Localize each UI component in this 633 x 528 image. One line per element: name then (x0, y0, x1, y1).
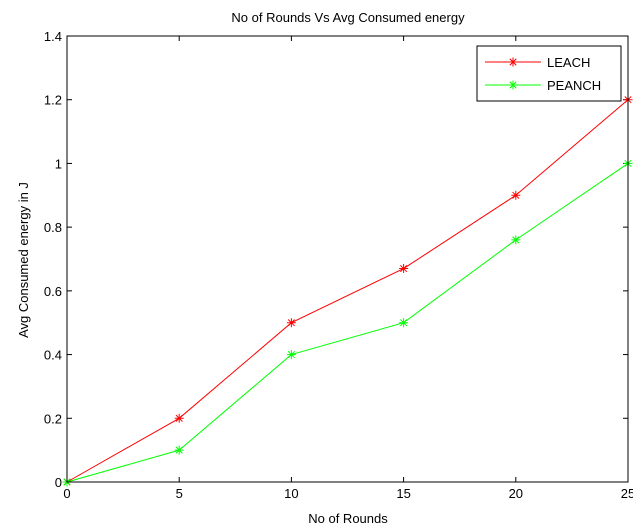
data-point-marker (399, 264, 409, 274)
x-axis-ticks: 0 5 10 15 20 25 (63, 36, 633, 501)
legend: LEACH PEANCH (476, 45, 622, 102)
y-tick-label: 1.2 (44, 93, 62, 108)
legend-box (476, 45, 622, 102)
legend-marker (508, 80, 518, 90)
series-line (66, 163, 629, 483)
x-axis-title: No of Rounds (308, 511, 388, 526)
y-tick-label: 0.2 (44, 411, 62, 426)
data-point-marker (174, 445, 184, 455)
data-point-marker (511, 190, 521, 200)
y-tick-label: 0 (55, 475, 62, 490)
series-line (66, 99, 629, 483)
chart-title: No of Rounds Vs Avg Consumed energy (231, 10, 465, 25)
x-tick-label: 10 (284, 486, 298, 501)
data-point-marker (286, 350, 296, 360)
x-tick-label: 15 (396, 486, 410, 501)
y-tick-label: 0.6 (44, 284, 62, 299)
y-tick-label: 1 (55, 156, 62, 171)
data-point-marker (511, 235, 521, 245)
y-tick-label: 0.4 (44, 348, 62, 363)
data-point-marker (174, 413, 184, 423)
y-axis-ticks: 0 0.2 0.4 0.6 0.8 1 1.2 1.4 (44, 29, 628, 490)
legend-item-peanch: PEANCH (485, 78, 601, 93)
plot-area-frame (66, 35, 629, 483)
legend-item-leach: LEACH (485, 55, 590, 70)
x-tick-label: 25 (621, 486, 633, 501)
legend-marker (508, 57, 518, 67)
legend-label: LEACH (547, 55, 590, 70)
x-tick-label: 0 (63, 486, 70, 501)
data-point-marker (286, 318, 296, 328)
x-tick-label: 20 (509, 486, 523, 501)
y-tick-label: 1.4 (44, 29, 62, 44)
x-tick-label: 5 (176, 486, 183, 501)
data-point-marker (399, 318, 409, 328)
y-tick-label: 0.8 (44, 220, 62, 235)
legend-label: PEANCH (547, 78, 601, 93)
y-axis-title: Avg Consumed energy in J (16, 182, 31, 338)
